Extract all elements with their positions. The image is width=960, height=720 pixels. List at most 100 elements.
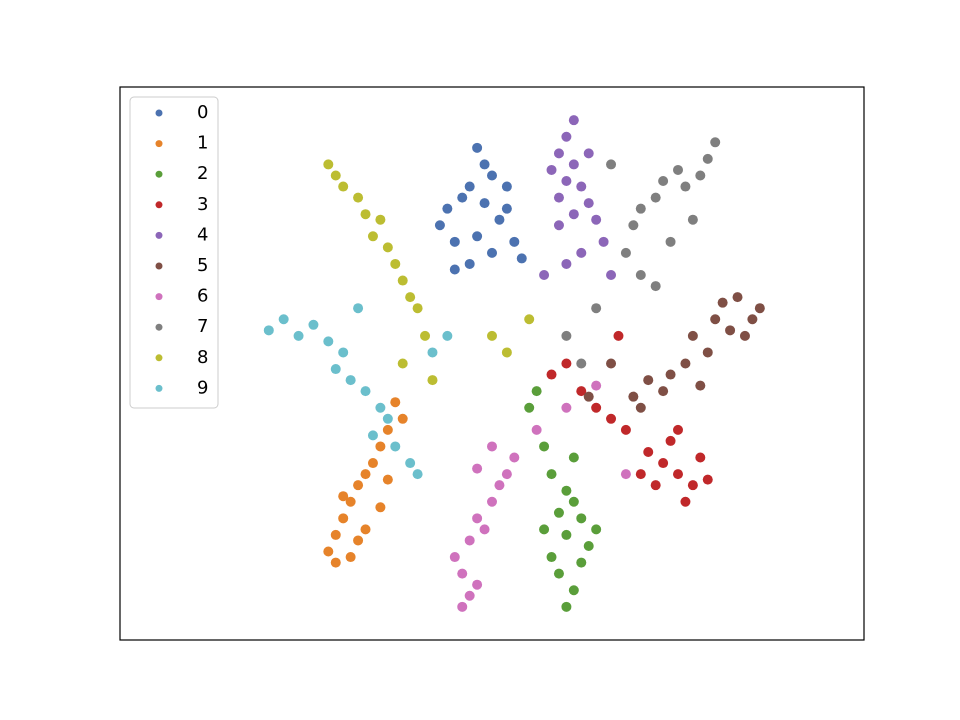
point: [568, 496, 579, 507]
point: [353, 480, 364, 491]
point: [524, 314, 535, 325]
legend-box: [129, 96, 219, 409]
point: [732, 292, 743, 303]
point: [390, 397, 401, 408]
point: [561, 529, 572, 540]
point: [353, 303, 364, 314]
point: [702, 153, 713, 164]
point: [382, 424, 393, 435]
legend-marker: [155, 262, 163, 270]
point: [531, 424, 542, 435]
point: [561, 485, 572, 496]
point: [583, 391, 594, 402]
point: [606, 159, 617, 170]
point: [479, 198, 490, 209]
point: [576, 181, 587, 192]
point: [553, 220, 564, 231]
point: [658, 386, 669, 397]
point: [360, 386, 371, 397]
point: [695, 380, 706, 391]
point: [487, 247, 497, 258]
point: [338, 181, 349, 192]
point: [501, 347, 512, 358]
point: [516, 253, 527, 264]
point: [680, 358, 691, 369]
point: [382, 242, 393, 253]
point: [524, 402, 535, 413]
legend-marker: [155, 140, 163, 148]
point: [620, 469, 631, 480]
point: [598, 236, 609, 247]
point: [546, 369, 557, 380]
point: [650, 480, 661, 491]
point: [494, 214, 505, 225]
point: [353, 192, 364, 203]
point: [539, 524, 550, 535]
point: [472, 231, 483, 242]
point: [561, 258, 572, 269]
point: [345, 496, 356, 507]
legend-label: 2: [197, 163, 208, 184]
point: [442, 330, 453, 341]
legend-marker: [155, 109, 163, 117]
point: [695, 170, 706, 181]
legend-marker: [155, 293, 163, 301]
point: [665, 369, 676, 380]
point: [591, 380, 602, 391]
point: [687, 480, 698, 491]
axes-frame: [119, 86, 865, 641]
point: [606, 413, 617, 424]
point: [464, 535, 475, 546]
point: [367, 430, 378, 441]
point: [680, 496, 691, 507]
point: [501, 203, 512, 214]
point: [620, 424, 631, 435]
point: [606, 270, 617, 281]
point: [576, 358, 587, 369]
point: [487, 170, 497, 181]
point: [553, 568, 564, 579]
point: [583, 148, 594, 159]
point: [680, 181, 691, 192]
point: [323, 336, 334, 347]
point: [412, 303, 423, 314]
point: [591, 524, 602, 535]
point: [509, 236, 520, 247]
point: [360, 209, 371, 220]
point: [576, 557, 587, 568]
point: [546, 552, 557, 563]
legend-label: 6: [197, 286, 208, 307]
point: [658, 176, 669, 187]
point: [375, 214, 386, 225]
point: [546, 469, 557, 480]
point: [620, 247, 631, 258]
point: [382, 413, 393, 424]
point: [487, 330, 497, 341]
point: [553, 148, 564, 159]
point: [308, 319, 319, 330]
point: [591, 402, 602, 413]
legend-marker: [155, 231, 163, 239]
point: [754, 303, 765, 314]
point: [717, 297, 728, 308]
point: [457, 192, 468, 203]
point: [509, 452, 520, 463]
point: [568, 209, 579, 220]
point: [710, 314, 721, 325]
point: [702, 347, 713, 358]
legend-label: 5: [197, 255, 208, 276]
point: [338, 513, 349, 524]
legend-label: 1: [197, 133, 208, 154]
point: [561, 402, 572, 413]
point: [323, 159, 334, 170]
point: [449, 236, 460, 247]
point: [725, 325, 736, 336]
point: [613, 330, 624, 341]
legend-marker: [155, 323, 163, 331]
point: [338, 491, 349, 502]
point: [263, 325, 274, 336]
point: [687, 214, 698, 225]
point: [539, 441, 550, 452]
point: [583, 198, 594, 209]
